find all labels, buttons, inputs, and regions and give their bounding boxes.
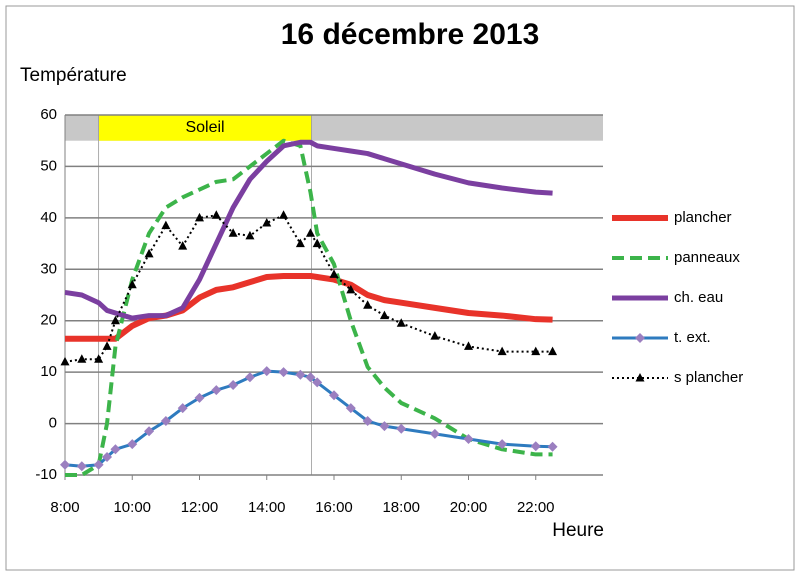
sun-label: Soleil: [185, 119, 224, 136]
point: [261, 366, 272, 377]
point: [77, 354, 87, 363]
point: [429, 428, 440, 439]
point: [160, 416, 171, 426]
legend-label: panneaux: [674, 249, 740, 266]
point: [497, 439, 508, 450]
point: [329, 269, 339, 278]
series-line: [64, 139, 553, 321]
point: [110, 444, 121, 455]
point: [463, 434, 474, 444]
point: [312, 377, 323, 388]
y-tick-label: 0: [49, 415, 57, 432]
point: [94, 354, 104, 363]
point: [245, 230, 255, 240]
point: [127, 439, 138, 450]
point: [211, 210, 221, 219]
point: [312, 238, 322, 248]
x-tick-label: 18:00: [382, 499, 420, 516]
point: [345, 403, 356, 414]
point: [346, 284, 356, 294]
point: [244, 372, 255, 383]
point: [379, 310, 389, 320]
point: [93, 459, 104, 470]
point: [464, 341, 473, 350]
point: [635, 333, 645, 343]
point: [305, 372, 316, 383]
point: [228, 380, 239, 390]
chart-title: 16 décembre 2013: [281, 18, 540, 51]
frame: [5, 5, 795, 571]
point: [279, 210, 289, 219]
y-tick-label: 50: [40, 157, 57, 174]
legend-label: t. ext.: [674, 329, 711, 346]
x-tick-label: 10:00: [113, 499, 151, 516]
point: [531, 346, 541, 356]
point: [228, 228, 238, 237]
point: [635, 373, 645, 382]
point: [497, 346, 507, 356]
point: [278, 367, 289, 378]
x-tick-label: 12:00: [181, 499, 219, 516]
legend-label: plancher: [674, 209, 732, 226]
point: [177, 403, 188, 414]
point: [262, 218, 272, 227]
x-tick-label: 8:00: [50, 499, 79, 516]
point: [295, 238, 305, 248]
point: [396, 318, 406, 327]
y-tick-label: 60: [40, 106, 57, 123]
point: [363, 300, 373, 309]
y-tick-label: -10: [35, 466, 57, 483]
y-axis-label: Température: [20, 65, 127, 86]
point: [161, 220, 171, 230]
point: [530, 441, 541, 452]
x-tick-label: 16:00: [315, 499, 353, 516]
point: [362, 416, 373, 426]
y-tick-label: 20: [40, 312, 57, 329]
point: [110, 315, 120, 325]
point: [379, 421, 390, 432]
point: [60, 459, 70, 470]
point: [144, 426, 155, 437]
series-line: [64, 214, 553, 363]
point: [102, 452, 113, 462]
point: [194, 392, 205, 403]
point: [144, 248, 154, 258]
legend-label: s plancher: [674, 369, 743, 386]
series-line: [65, 272, 553, 342]
legend-label: ch. eau: [674, 289, 723, 306]
x-axis-label: Heure: [552, 520, 604, 541]
y-tick-label: 10: [40, 363, 57, 380]
point: [102, 341, 112, 350]
point: [305, 228, 315, 237]
point: [195, 212, 204, 222]
series-line: [64, 369, 553, 468]
point: [211, 385, 222, 396]
point: [329, 390, 339, 401]
point: [547, 441, 558, 452]
point: [60, 356, 70, 366]
sun-band: [98, 115, 312, 141]
x-tick-label: 20:00: [450, 499, 488, 516]
point: [396, 423, 407, 434]
y-tick-label: 30: [40, 260, 57, 277]
x-tick-label: 22:00: [517, 499, 555, 516]
point: [127, 279, 137, 289]
point: [430, 331, 440, 340]
x-tick-label: 14:00: [248, 499, 286, 516]
point: [76, 461, 87, 472]
point: [548, 346, 558, 356]
point: [178, 241, 188, 250]
point: [295, 369, 306, 380]
y-tick-label: 40: [40, 209, 57, 226]
